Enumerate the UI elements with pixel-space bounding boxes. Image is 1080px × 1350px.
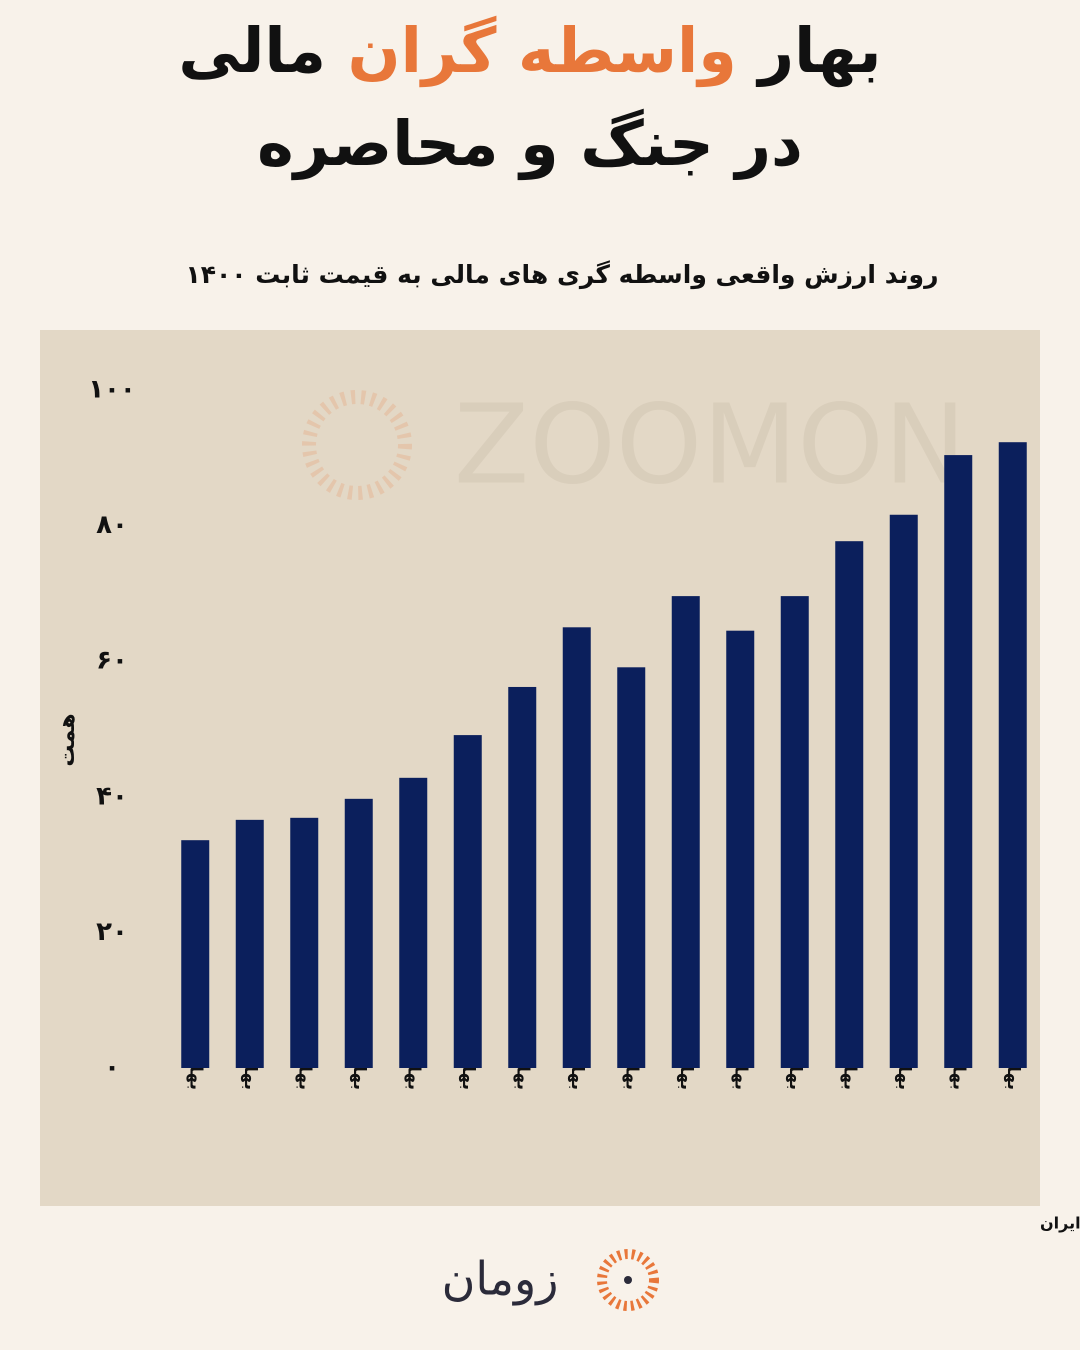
title-part: مالی — [178, 14, 326, 87]
brand-name: زومان — [442, 1252, 559, 1307]
bar — [835, 541, 864, 1068]
bar — [508, 686, 537, 1068]
chart-title: بهار واسطه گران مالی — [178, 14, 881, 87]
y-axis-label: همت — [55, 713, 80, 766]
brand-logo — [597, 1249, 659, 1311]
bar — [399, 777, 428, 1068]
y-tick-label: ۴۰ — [96, 781, 128, 811]
bar — [235, 819, 264, 1068]
watermark-icon — [302, 390, 412, 500]
watermark: ZOOMON — [454, 380, 966, 508]
bar — [617, 667, 646, 1068]
bar — [562, 627, 591, 1068]
bar — [998, 442, 1027, 1068]
y-tick-label: ۲۰ — [96, 917, 128, 947]
bar — [344, 798, 373, 1068]
y-tick-label: ۱۰۰ — [88, 375, 136, 405]
bar — [780, 596, 809, 1068]
y-tick-label: ۸۰ — [96, 510, 128, 540]
title-part: واسطه گران — [348, 14, 737, 87]
bar — [726, 630, 755, 1068]
y-tick-label: ۰ — [104, 1053, 120, 1083]
bar — [944, 455, 973, 1068]
chart-title: در جنگ و محاصره — [257, 107, 803, 180]
bar — [889, 514, 918, 1068]
source: منبع داده: مرکز آمار ایران — [1040, 1213, 1080, 1233]
chart-subtitle: روند ارزش واقعی واسطه گری های مالی به قی… — [186, 260, 939, 290]
bar — [181, 840, 210, 1068]
bar — [290, 817, 319, 1068]
bar — [453, 735, 482, 1068]
title-part: بهار — [755, 14, 881, 87]
bar — [671, 596, 700, 1068]
y-tick-label: ۶۰ — [96, 646, 128, 676]
